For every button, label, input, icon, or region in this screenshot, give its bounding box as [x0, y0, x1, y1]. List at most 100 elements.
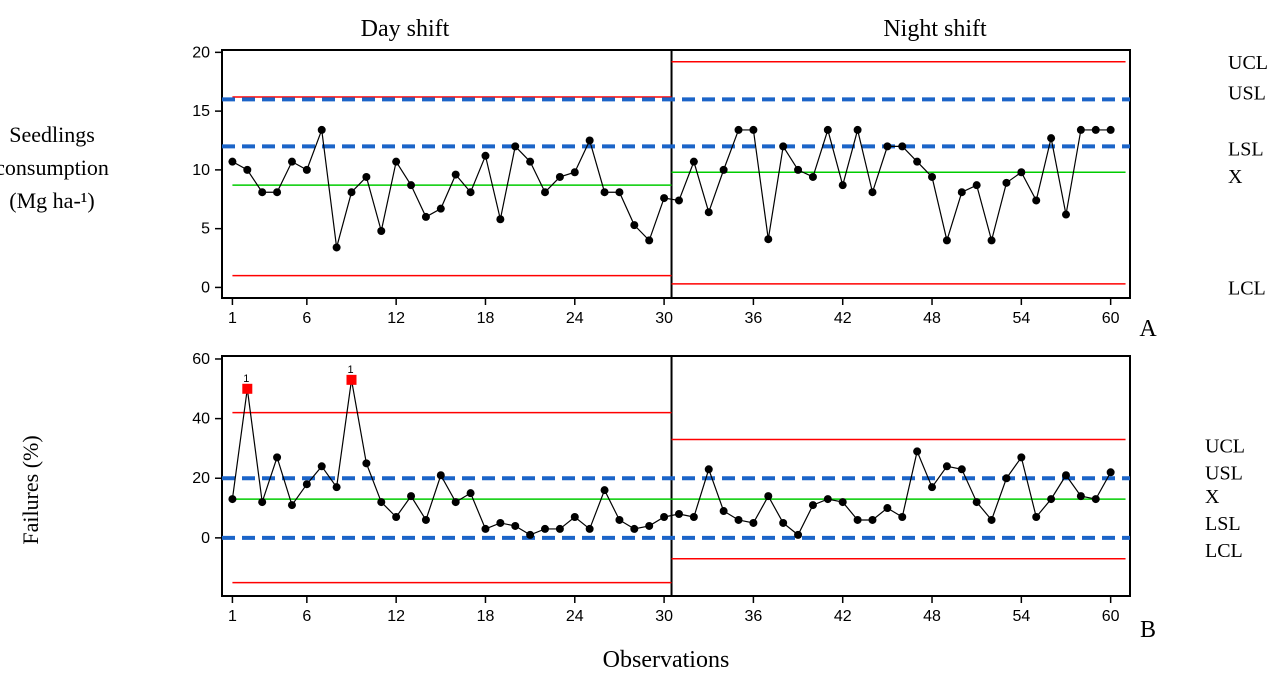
panel-a-data-point	[243, 165, 252, 174]
panel-b-data-point	[928, 483, 937, 492]
panel-a-y-tick-label: 5	[201, 221, 210, 238]
panel-a-data-point	[347, 188, 356, 197]
panel-b-ylabel: Failures (%)	[18, 435, 43, 544]
panel-b-data-point	[674, 510, 683, 519]
panel-b-data-point	[570, 512, 579, 521]
panel-b-data-point	[436, 471, 445, 480]
panel-b-limit-label-ucl: UCL	[1205, 435, 1245, 457]
panel-b-data-point	[228, 495, 237, 504]
panel-b-data-point	[853, 515, 862, 524]
panel-b-data-point	[868, 515, 877, 524]
panel-a-y-tick-label: 10	[192, 162, 210, 179]
panel-a-data-point	[942, 236, 951, 245]
panel-a-x-tick-label: 12	[387, 310, 405, 327]
panel-b-data-point	[481, 524, 490, 533]
panel-b-data-point	[972, 498, 981, 507]
panel-b-x-tick-label: 30	[655, 608, 673, 625]
panel-b-x-tick-label: 60	[1102, 608, 1120, 625]
panel-b-flagged-point-label: 1	[243, 373, 249, 385]
panel-b-data-point	[749, 518, 758, 527]
panel-a-seedlings: 1 6 12 18 24 30 36 42 48 54 60 0 5 10 15 20 UCL USL LSL X LC…	[0, 44, 1268, 342]
panel-a-x-tick-label: 60	[1102, 310, 1120, 327]
panel-a-plot-area: 1 6 12 18 24 30 36 42 48 54 60 0 5 10 15 20 UCL USL LSL X LC…	[192, 44, 1268, 327]
panel-a-data-point	[868, 188, 877, 197]
panel-b-data-point	[1017, 453, 1026, 462]
panel-a-y-tick-label: 20	[192, 44, 210, 61]
panel-b-data-point	[302, 480, 311, 489]
panel-a-y-tick-label: 15	[192, 103, 210, 120]
panel-a-data-point	[764, 235, 773, 244]
panel-b-x-tick-label: 6	[302, 608, 311, 625]
panel-b-data-point	[362, 459, 371, 468]
night-shift-header: Night shift	[883, 16, 987, 42]
panel-b-data-point	[719, 507, 728, 516]
panel-b-x-tick-label: 36	[745, 608, 763, 625]
panel-a-limit-label-x: X	[1228, 166, 1243, 188]
panel-b-data-point	[392, 512, 401, 521]
panel-a-data-point	[1017, 168, 1026, 177]
panel-a-data-point	[585, 136, 594, 145]
panel-a-x-tick-label: 1	[228, 310, 237, 327]
panel-b-data-point	[913, 447, 922, 456]
panel-a-data-point	[734, 125, 743, 134]
panel-b-frame	[221, 355, 1131, 597]
panel-b-data-point	[585, 524, 594, 533]
panel-a-data-point	[719, 165, 728, 174]
panel-a-data-point	[287, 157, 296, 166]
panel-a-data-point	[570, 168, 579, 177]
panel-a-data-point	[674, 196, 683, 205]
panel-b-data-point	[600, 486, 609, 495]
panel-b-letter: B	[1140, 617, 1156, 643]
panel-b-data-point	[957, 465, 966, 474]
panel-a-data-point	[451, 170, 460, 179]
panel-b-data-point	[451, 498, 460, 507]
panel-a-data-point	[317, 125, 326, 134]
panel-a-data-point	[1032, 196, 1041, 205]
panel-a-data-point	[392, 157, 401, 166]
panel-a-data-point	[928, 172, 937, 181]
panel-b-data-point	[466, 489, 475, 498]
panel-a-data-point	[496, 215, 505, 224]
day-shift-header: Day shift	[361, 16, 450, 42]
panel-b-x-tick-label: 54	[1012, 608, 1030, 625]
panel-b-data-point	[287, 501, 296, 510]
panel-b-data-point	[1076, 492, 1085, 501]
panel-b-data-point	[942, 462, 951, 471]
panel-b-flagged-point	[346, 374, 357, 385]
panel-a-data-point	[987, 236, 996, 245]
panel-a-data-point	[794, 165, 803, 174]
panel-a-data-point	[630, 221, 639, 230]
panel-a-data-point	[228, 157, 237, 166]
panel-a-data-point	[377, 227, 386, 236]
panel-b-x-tick-label: 18	[477, 608, 495, 625]
panel-a-data-point	[555, 172, 564, 181]
panel-b-data-point	[689, 512, 698, 521]
panel-a-data-point	[466, 188, 475, 197]
panel-b-data-point	[1032, 512, 1041, 521]
panel-b-data-point	[838, 498, 847, 507]
panel-a-data-point	[1091, 125, 1100, 134]
panel-a-data-point	[883, 142, 892, 151]
panel-b-x-tick-label: 48	[923, 608, 941, 625]
panel-b-data-point	[808, 501, 817, 510]
panel-b-x-tick-label: 42	[834, 608, 852, 625]
panel-b-x-tick-label: 24	[566, 608, 584, 625]
panel-a-data-point	[823, 125, 832, 134]
panel-b-limit-label-usl: USL	[1205, 462, 1243, 484]
panel-a-data-point	[1106, 125, 1115, 134]
panel-a-ylabel-line3: (Mg ha-¹)	[9, 188, 94, 213]
panel-a-data-point	[689, 157, 698, 166]
panel-a-data-point	[302, 165, 311, 174]
panel-b-x-tick-label: 12	[387, 608, 405, 625]
panel-b-data-point	[764, 492, 773, 501]
panel-a-data-point	[957, 188, 966, 197]
panel-a-data-point	[332, 243, 341, 252]
panel-a-ylabel-line2: consumption	[0, 155, 109, 180]
panel-b-data-point	[794, 530, 803, 539]
panel-b-y-tick-label: 40	[192, 411, 210, 428]
panel-a-data-point	[972, 181, 981, 190]
panel-a-data-point	[853, 125, 862, 134]
panel-b-data-point	[377, 498, 386, 507]
panel-b-data-point	[645, 521, 654, 530]
